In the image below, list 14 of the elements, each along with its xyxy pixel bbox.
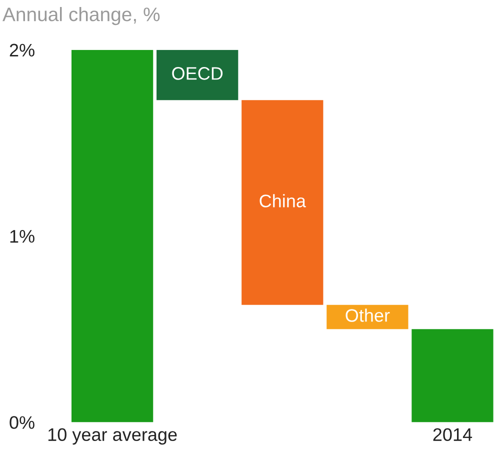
chart-title: Annual change, % (2, 6, 160, 26)
y-tick-label: 2% (10, 44, 34, 57)
bar (326, 304, 408, 330)
x-tick-label: China (260, 194, 306, 208)
x-tick-label: 2014 (433, 428, 472, 442)
y-tick-label: 0% (10, 416, 34, 429)
x-tick-label: OECD (172, 67, 223, 80)
bar (156, 50, 238, 100)
x-tick-label: Other (346, 308, 390, 322)
bar (412, 329, 494, 422)
bar (242, 100, 324, 305)
y-tick-label: 1% (10, 230, 34, 243)
bar (71, 50, 154, 422)
x-tick-label: 10 year average (48, 428, 177, 445)
